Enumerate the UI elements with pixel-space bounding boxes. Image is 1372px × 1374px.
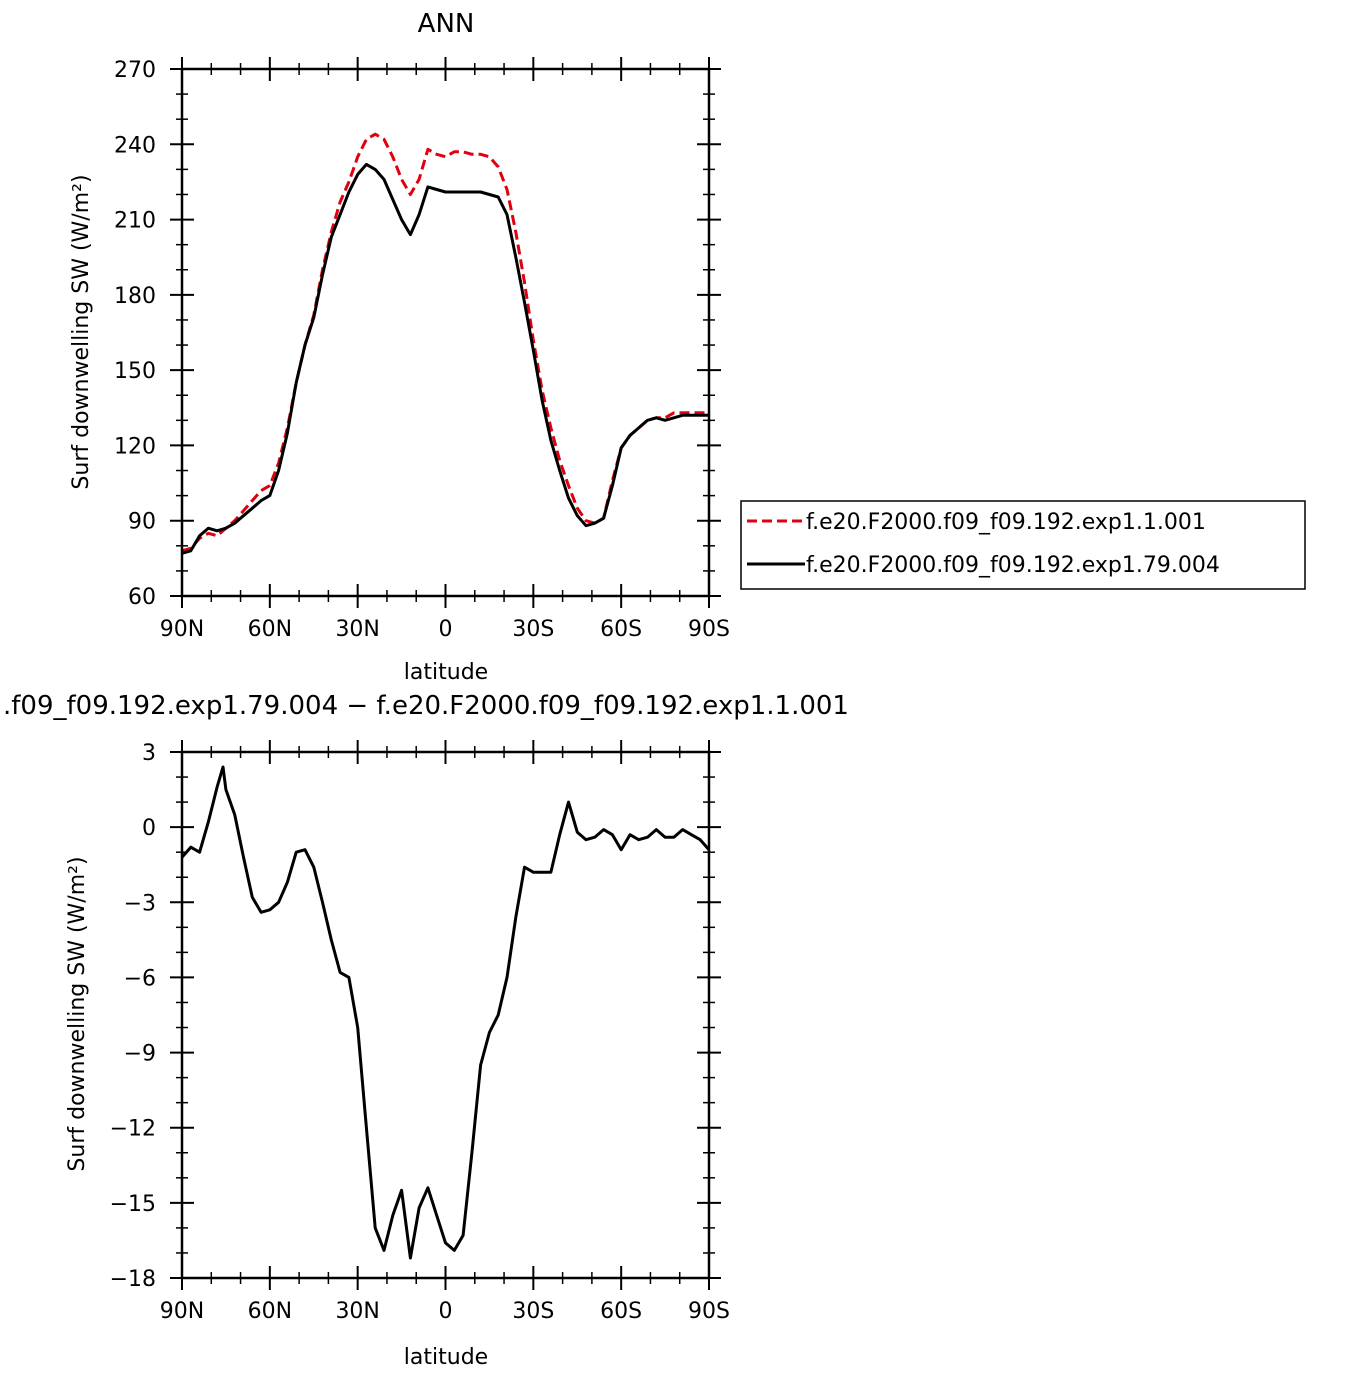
y-tick-label: 180 — [114, 284, 156, 309]
top-chart-title: ANN — [418, 9, 475, 39]
bottom-chart-ylabel: Surf downwelling SW (W/m²) — [65, 856, 90, 1171]
legend-box — [740, 500, 1306, 590]
legend: f.e20.F2000.f09_f09.192.exp1.1.001 f.e20… — [740, 500, 1306, 590]
y-tick-label: −3 — [124, 891, 156, 916]
y-tick-label: 120 — [114, 434, 156, 459]
x-tick-label: 30S — [512, 617, 554, 642]
x-tick-label: 60S — [600, 1299, 642, 1324]
x-tick-label: 0 — [439, 617, 453, 642]
bottom-series-line-1 — [180, 765, 711, 1260]
x-tick-label: 90N — [160, 1299, 204, 1324]
y-tick-label: −15 — [110, 1192, 156, 1217]
bottom-chart-title: .f09_f09.192.exp1.79.004 − f.e20.F2000.f… — [3, 691, 849, 721]
y-tick-label: −12 — [110, 1117, 156, 1142]
x-tick-label: 90N — [160, 617, 204, 642]
top-chart-frame — [180, 67, 711, 598]
top-chart-xlabel: latitude — [404, 660, 488, 685]
bottom-chart-ticks: 90N 60N 30N 0 30S 60S 90S 3 0 −3 −6 −9 −12 −15 −18 — [110, 740, 730, 1324]
top-series-line-1 — [181, 132, 709, 553]
y-tick-label: 210 — [114, 209, 156, 234]
legend-entry-2: f.e20.F2000.f09_f09.192.exp1.79.004 — [806, 553, 1220, 578]
y-tick-label: 0 — [142, 816, 156, 841]
x-tick-label: 90S — [688, 1299, 730, 1324]
y-tick-label: 240 — [114, 133, 156, 158]
bottom-chart-series — [180, 765, 711, 1260]
y-tick-label: 150 — [114, 359, 156, 384]
x-tick-label: 30N — [335, 617, 379, 642]
bottom-chart-xlabel: latitude — [404, 1345, 488, 1370]
x-tick-label: 60S — [600, 617, 642, 642]
y-tick-label: 60 — [128, 585, 156, 610]
x-tick-label: 30N — [335, 1299, 379, 1324]
top-chart-ticks: 90N 60N 30N 0 30S 60S 90S 60 90 120 150 180 210 240 27… — [114, 57, 730, 642]
x-tick-label: 0 — [439, 1299, 453, 1324]
y-tick-label: 270 — [114, 58, 156, 83]
top-chart-series — [181, 132, 709, 555]
top-chart-ylabel: Surf downwelling SW (W/m²) — [69, 174, 94, 489]
y-tick-label: 3 — [142, 741, 156, 766]
y-tick-label: −9 — [124, 1042, 156, 1067]
y-tick-label: −6 — [124, 966, 156, 991]
top-chart: ANN 90N 60N 30N 0 30S 60S 90S 60 90 120 150 180 210 2… — [69, 9, 730, 685]
y-tick-label: −18 — [110, 1267, 156, 1292]
y-tick-label: 90 — [128, 510, 156, 535]
bottom-chart: .f09_f09.192.exp1.79.004 − f.e20.F2000.f… — [3, 691, 849, 1370]
x-tick-label: 60N — [248, 1299, 292, 1324]
bottom-chart-frame — [180, 750, 711, 1280]
x-tick-label: 90S — [688, 617, 730, 642]
legend-entry-1: f.e20.F2000.f09_f09.192.exp1.1.001 — [806, 510, 1206, 535]
top-series-line-2 — [181, 162, 709, 555]
x-tick-label: 60N — [248, 617, 292, 642]
x-tick-label: 30S — [512, 1299, 554, 1324]
